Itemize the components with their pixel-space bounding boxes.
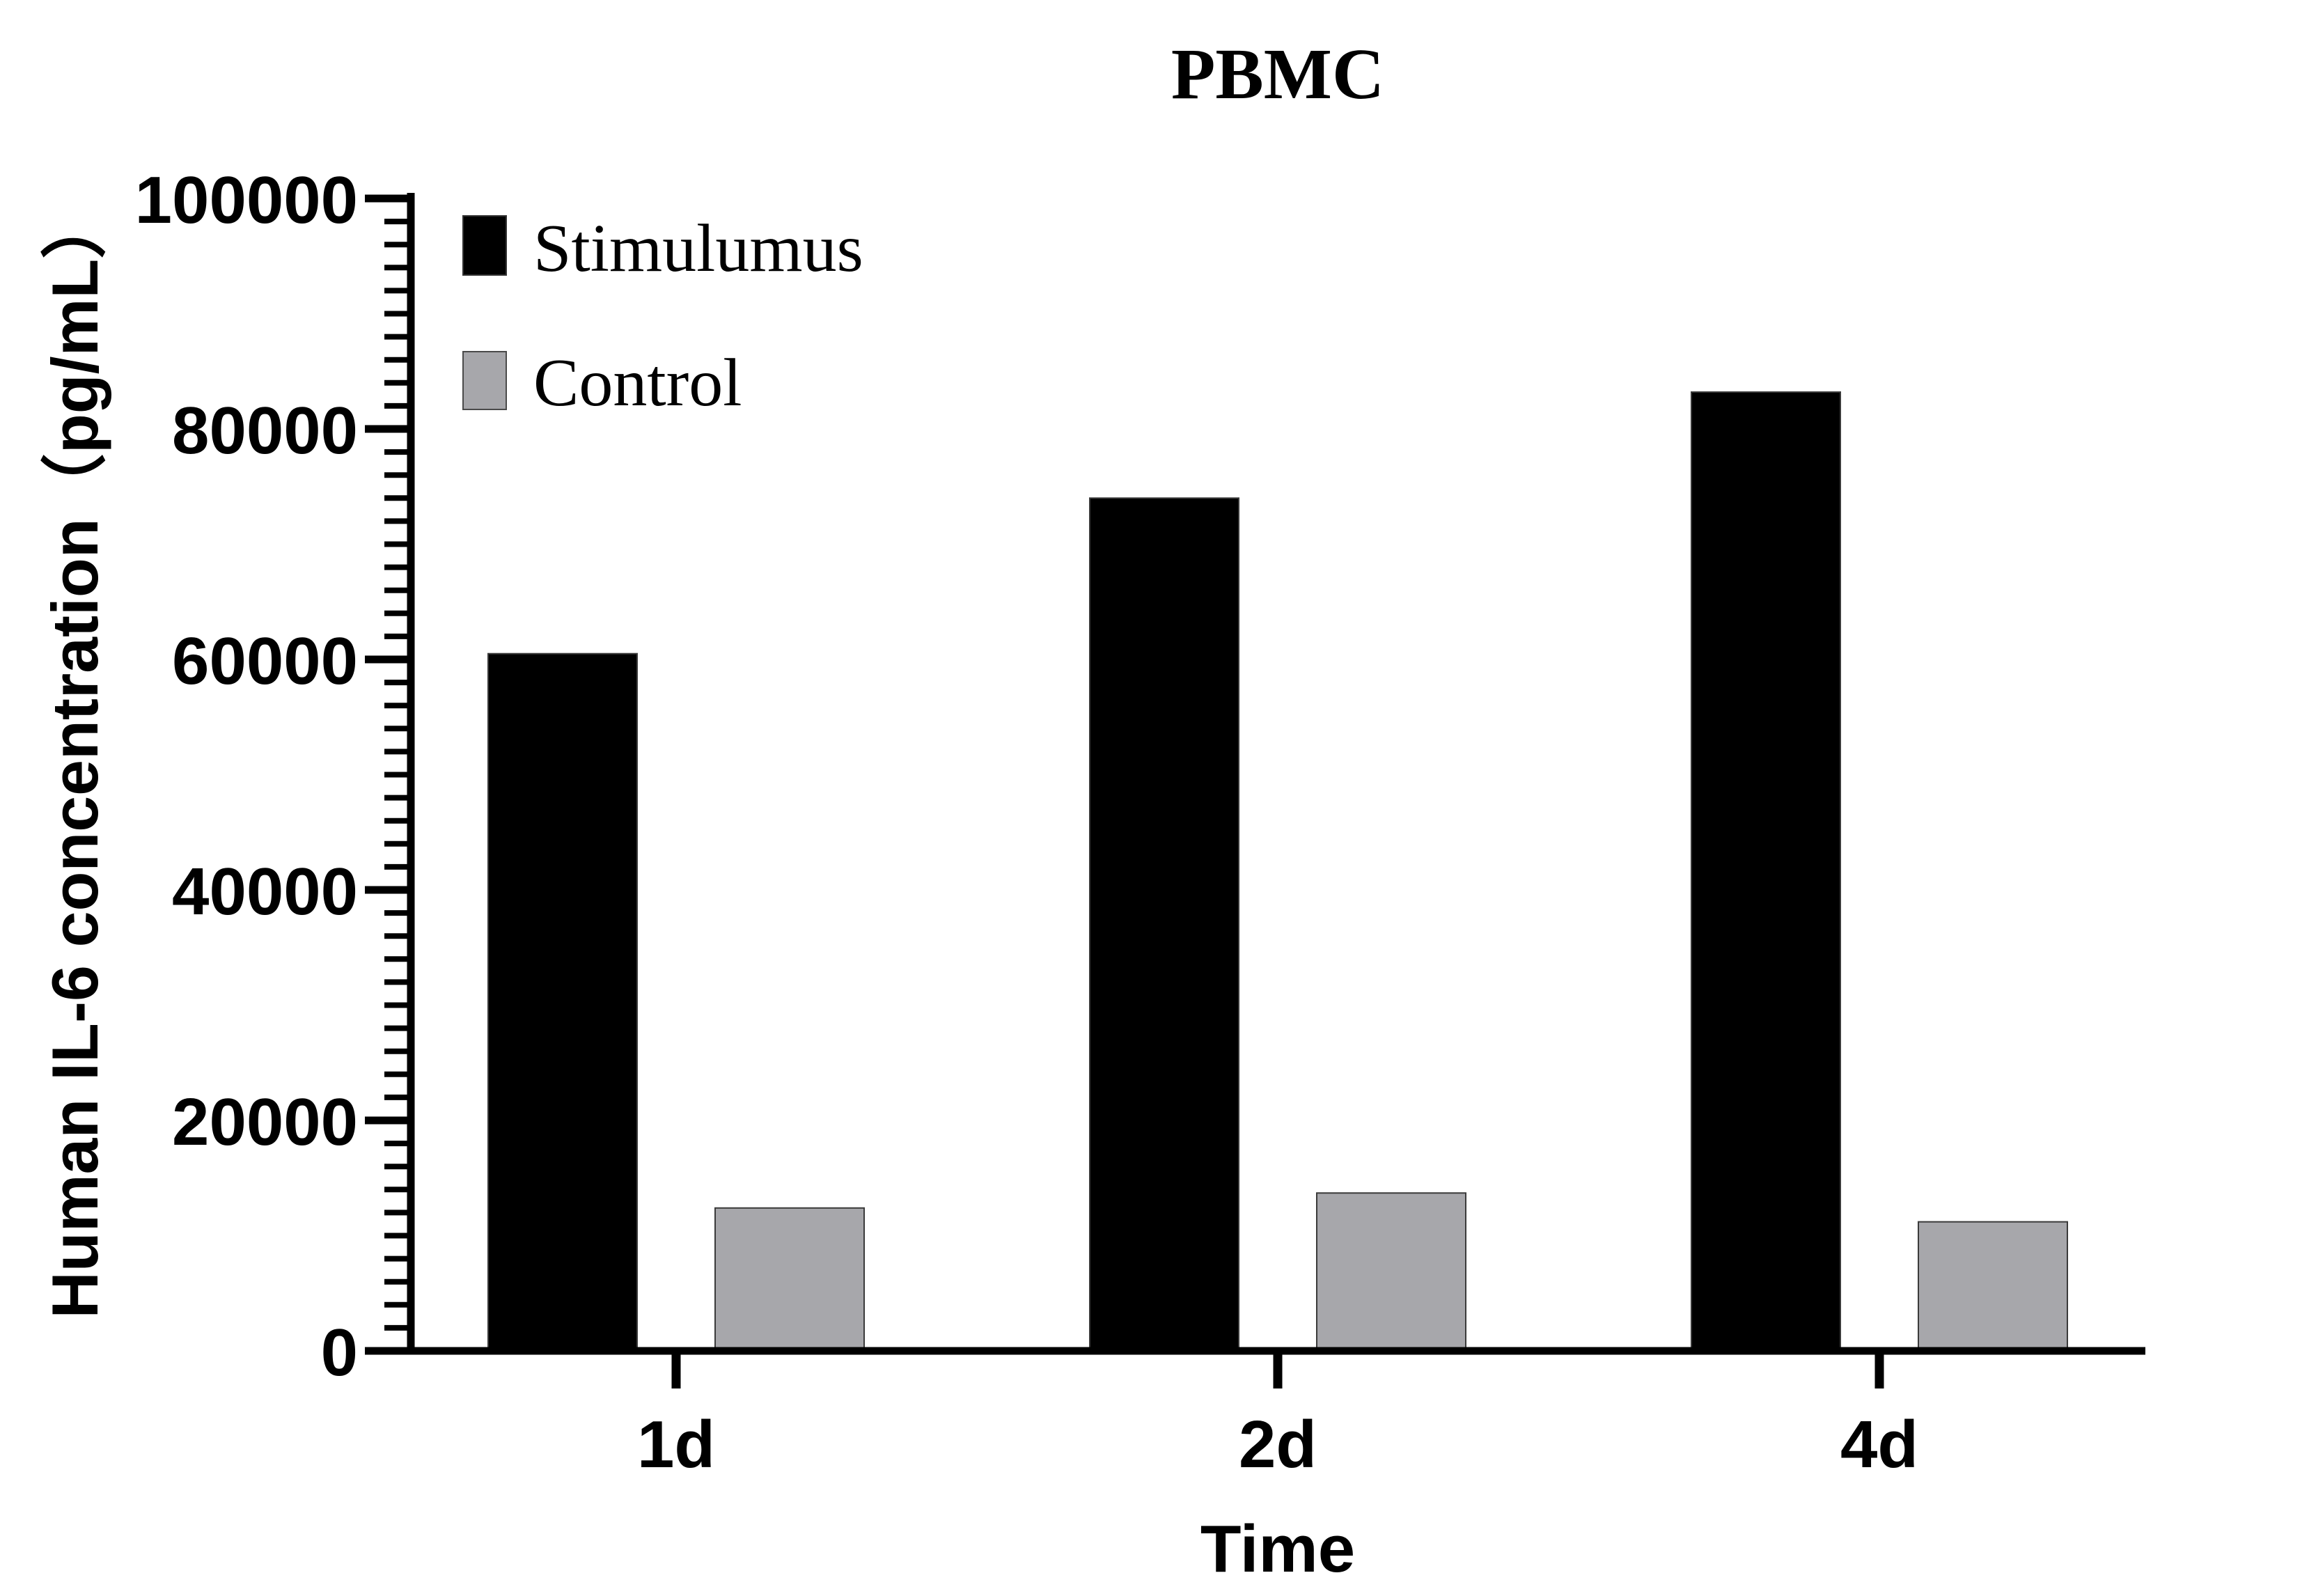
y-tick-label: 80000 — [172, 393, 358, 468]
x-axis-label: Time — [1200, 1512, 1355, 1586]
axes: 0 20000 40000 60000 80000 100000 1d 2d 4d — [135, 163, 2145, 1482]
bar-control-2d — [1316, 1192, 1466, 1352]
y-tick-label: 0 — [321, 1315, 358, 1390]
chart-title: PBMC — [1171, 34, 1384, 114]
y-tick-label: 60000 — [172, 624, 358, 698]
bar-stimulumus-1d — [487, 652, 638, 1352]
bar-stimulumus-4d — [1691, 391, 1841, 1352]
bar-control-1d — [714, 1207, 865, 1352]
legend-label-control: Control — [533, 345, 742, 421]
legend: Stimulumus Control — [462, 211, 863, 421]
legend-label-stimulumus: Stimulumus — [533, 211, 863, 286]
bar-control-4d — [1918, 1221, 2068, 1352]
x-tick-label-1d: 1d — [637, 1407, 715, 1482]
y-tick-label: 100000 — [135, 163, 358, 237]
legend-swatch-control — [462, 351, 507, 410]
y-tick-label: 40000 — [172, 854, 358, 929]
bars — [487, 391, 2068, 1352]
bar-stimulumus-2d — [1089, 497, 1239, 1352]
x-tick-label-4d: 4d — [1840, 1407, 1918, 1482]
y-axis-label: Human IL-6 concentration（pg/mL） — [38, 194, 111, 1319]
y-tick-label: 20000 — [172, 1085, 358, 1159]
x-tick-label-2d: 2d — [1239, 1407, 1317, 1482]
legend-swatch-stimulumus — [462, 215, 507, 276]
